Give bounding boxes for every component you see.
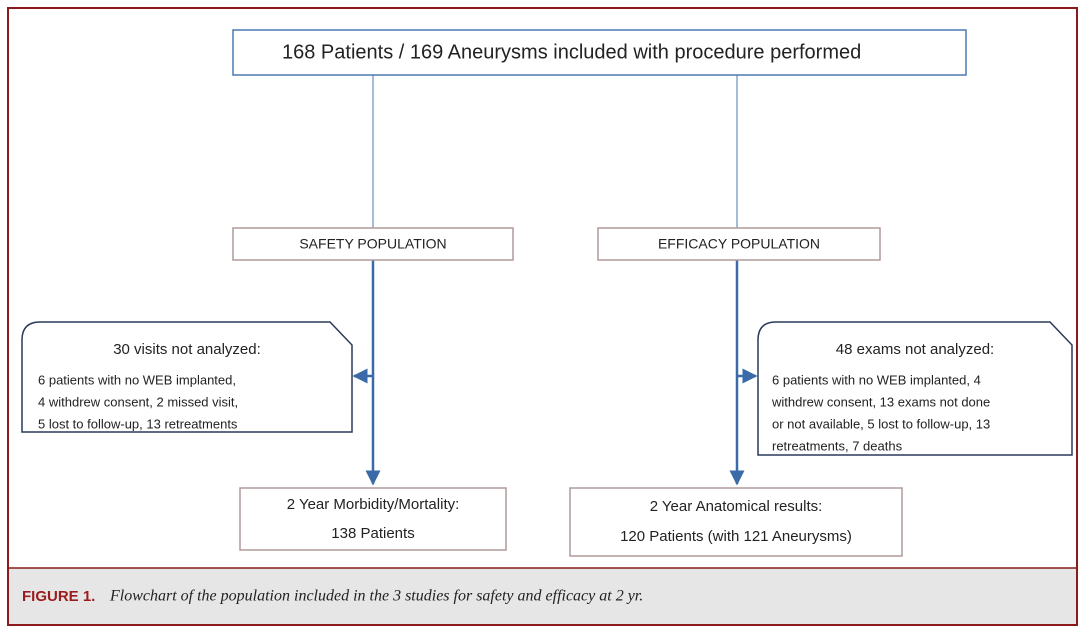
node-box xyxy=(232,29,967,76)
caption-text: Flowchart of the population included in … xyxy=(109,588,643,605)
node-detail: 120 Patients (with 121 Aneurysms) xyxy=(620,528,852,545)
callout-box xyxy=(21,321,353,433)
figure-border xyxy=(7,7,1078,626)
node-label: 168 Patients / 169 Aneurysms included wi… xyxy=(282,41,861,63)
node-detail: 138 Patients xyxy=(331,525,414,542)
callout-line: or not available, 5 lost to follow-up, 1… xyxy=(772,416,990,431)
caption-band xyxy=(9,568,1076,624)
callout-line: 6 patients with no WEB implanted, xyxy=(38,372,236,387)
callout-line: 4 withdrew consent, 2 missed visit, xyxy=(38,394,238,409)
node-label: SAFETY POPULATION xyxy=(299,236,446,252)
node-label: EFFICACY POPULATION xyxy=(658,236,820,252)
node-title: 2 Year Anatomical results: xyxy=(650,498,823,515)
callout-line: retreatments, 7 deaths xyxy=(772,438,903,453)
node-title: 2 Year Morbidity/Mortality: xyxy=(287,496,460,513)
caption-label: FIGURE 1. xyxy=(22,588,95,605)
node-box xyxy=(569,487,903,557)
callout-title: 48 exams not analyzed: xyxy=(836,341,994,358)
callout-box xyxy=(757,321,1073,456)
callout-line: withdrew consent, 13 exams not done xyxy=(771,394,990,409)
node-box xyxy=(232,227,514,261)
callout-title: 30 visits not analyzed: xyxy=(113,341,261,358)
callout-line: 5 lost to follow-up, 13 retreatments xyxy=(38,416,238,431)
callout-line: 6 patients with no WEB implanted, 4 xyxy=(772,372,981,387)
node-box xyxy=(597,227,881,261)
node-box xyxy=(239,487,507,551)
